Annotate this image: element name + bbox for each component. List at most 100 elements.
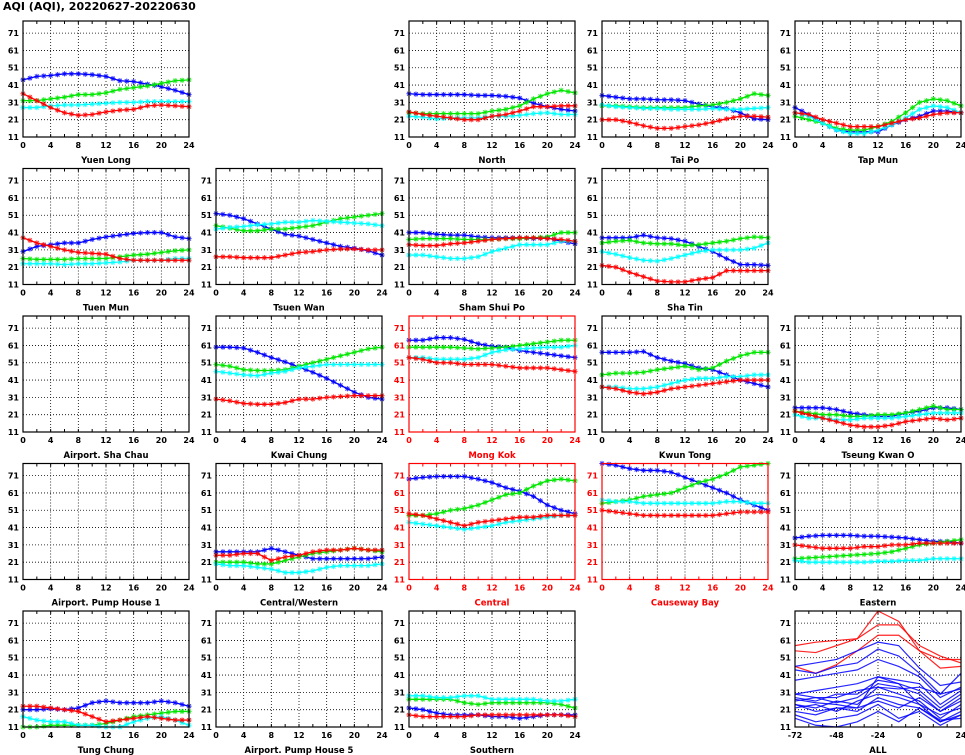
data-point-blue [261,352,268,358]
x-tick-label: 24 [376,436,388,445]
data-point-red [909,418,916,424]
data-point-green [227,363,233,369]
data-point-cyan [661,106,667,112]
x-tick-label: 16 [128,289,140,298]
x-tick-label: 20 [928,584,940,593]
plot-frame [215,315,383,433]
data-point-red [317,248,323,254]
data-point-cyan [868,559,874,565]
data-point-green [868,551,874,557]
data-point-green [241,367,247,373]
data-point-green [447,236,454,242]
data-point-red [944,540,950,546]
data-point-red [275,400,281,407]
data-point-red [48,104,54,111]
data-point-blue [440,91,447,98]
data-point-red [551,236,557,242]
x-tick-label: 4 [434,731,440,740]
data-point-cyan [813,559,819,565]
x-tick-label: 12 [100,731,111,740]
data-point-green [889,549,895,555]
y-tick-label: 21 [8,263,20,272]
data-point-green [716,239,723,245]
data-point-blue [813,405,819,411]
data-point-red [324,247,330,253]
x-tick-label: 20 [542,584,554,593]
data-point-blue [110,699,116,705]
data-point-red [523,712,530,718]
data-point-cyan [523,242,530,248]
data-point-green [75,91,81,98]
data-point-cyan [682,106,688,112]
data-point-green [903,110,909,116]
data-point-red [633,390,640,396]
data-point-red [144,257,151,263]
y-tick-label: 61 [780,636,792,645]
x-tick-label: 8 [848,436,854,445]
y-tick-label: 21 [201,558,213,567]
data-point-red [923,540,930,546]
data-point-cyan [903,413,909,420]
y-tick-label: 11 [8,281,20,290]
data-point-cyan [923,556,930,563]
y-tick-label: 11 [394,133,406,142]
data-point-blue [165,232,171,238]
data-point-cyan [916,412,923,418]
data-point-green [310,360,316,366]
data-point-blue [675,359,681,365]
data-point-red [324,394,330,400]
station-label: ALL [869,746,887,755]
data-point-blue [675,237,681,243]
x-tick-label: 0 [792,141,798,150]
data-point-green [620,370,626,376]
x-tick-label: 8 [76,289,82,298]
data-point-green [165,79,171,85]
data-point-red [303,550,309,557]
data-point-red [896,542,902,548]
series-line-blue [794,648,962,695]
y-tick-label: 61 [201,636,213,645]
data-point-red [468,361,474,368]
data-point-cyan [537,110,544,116]
data-point-red [840,122,847,128]
station-label: Tseung Kwan O [841,451,914,461]
station-label: Kwun Tong [659,451,711,461]
data-point-blue [723,490,730,496]
y-tick-label: 61 [394,194,406,203]
data-point-red [620,267,626,273]
data-point-red [496,112,502,118]
data-point-green [489,108,495,114]
data-point-blue [124,78,130,84]
data-point-cyan [923,411,930,417]
data-point-green [613,370,619,376]
data-point-blue [861,533,867,539]
data-point-cyan [558,698,564,704]
data-point-red [289,553,295,559]
data-point-green [131,252,137,258]
data-point-cyan [820,120,826,126]
data-point-red [854,544,860,551]
data-point-red [440,114,447,120]
data-point-blue [475,476,481,482]
data-point-red [447,360,454,366]
data-point-cyan [247,223,254,229]
data-point-red [296,552,302,558]
data-point-red [847,124,853,130]
data-point-green [427,236,433,242]
station-label: Causeway Bay [651,599,720,609]
data-point-red [330,246,337,253]
x-tick-label: 20 [156,141,168,150]
data-point-red [633,271,640,278]
data-point-blue [826,406,833,412]
data-point-green [510,104,516,111]
data-point-red [303,249,309,255]
data-point-cyan [799,558,805,564]
data-point-green [633,239,640,245]
data-point-cyan [668,500,674,506]
data-point-blue [682,238,688,244]
data-point-blue [503,93,509,99]
data-point-cyan [351,361,357,368]
x-tick-label: -24 [871,731,886,740]
data-point-green [565,703,571,709]
data-point-cyan [627,104,633,111]
